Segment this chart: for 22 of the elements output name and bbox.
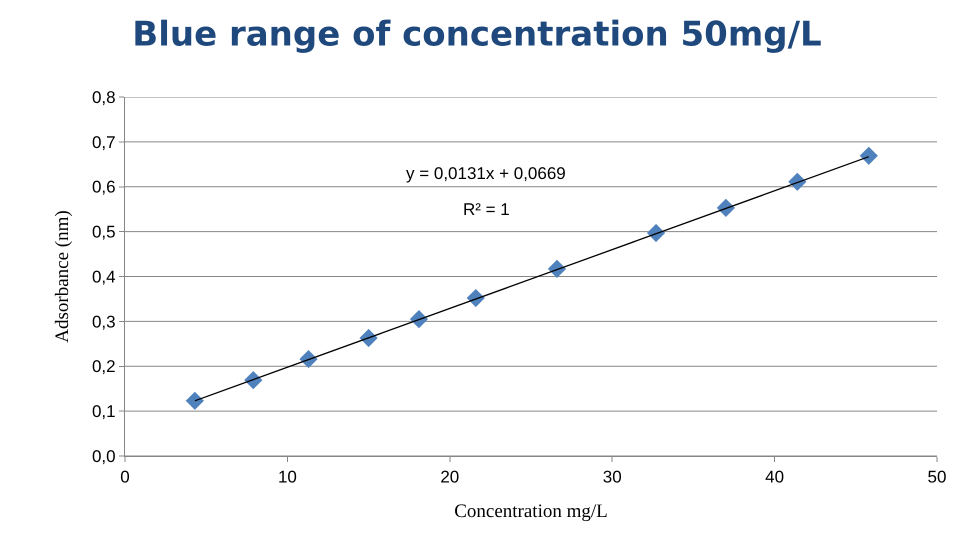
- y-tick-label: 0,4: [92, 267, 116, 286]
- chart-title: Blue range of concentration 50mg/L: [132, 14, 822, 55]
- point: [186, 392, 204, 410]
- y-tick-label: 0,5: [92, 222, 116, 242]
- x-tick-label: 20: [440, 467, 460, 486]
- point: [860, 146, 878, 165]
- x-tick-label: 40: [765, 467, 784, 486]
- y-tick-label: 0,3: [92, 312, 116, 332]
- x-tick-label: 10: [278, 467, 297, 486]
- y-tick-label: 0,7: [92, 132, 116, 152]
- y-tick-label: 0,2: [92, 357, 116, 376]
- annotation: R² = 1: [463, 200, 510, 219]
- x-tick-label: 30: [602, 467, 622, 486]
- x-axis-title: Concentration mg/L: [454, 501, 608, 522]
- y-tick-label: 0,8: [92, 88, 116, 107]
- y-tick-label: 0,0: [92, 446, 116, 466]
- y-tick-label: 0,1: [92, 402, 116, 422]
- y-axis-title: Adsorbance (nm): [52, 210, 73, 343]
- y-tick-label: 0,6: [92, 178, 116, 197]
- x-tick-label: 0: [120, 467, 130, 486]
- x-tick-label: 50: [928, 467, 946, 486]
- annotation: y = 0,0131x + 0,0669: [406, 164, 566, 183]
